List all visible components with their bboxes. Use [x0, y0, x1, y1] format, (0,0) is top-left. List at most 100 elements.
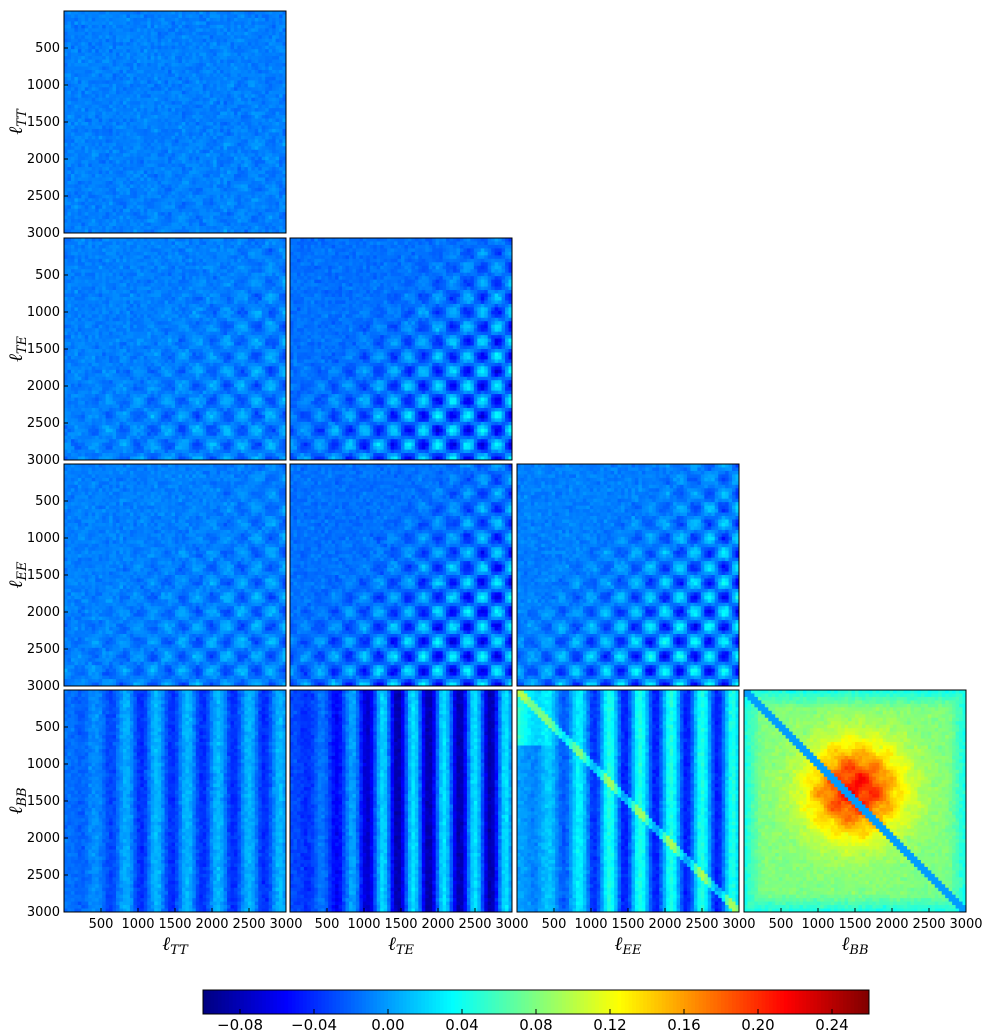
heatmap-cell — [185, 31, 190, 36]
heatmap-cell — [230, 122, 235, 126]
heatmap-cell — [192, 111, 197, 116]
heatmap-cell — [230, 42, 235, 47]
heatmap-cell — [119, 156, 124, 161]
heatmap-cell — [265, 69, 270, 74]
heatmap-cell — [70, 31, 75, 36]
heatmap-cell — [147, 66, 152, 71]
heatmap-cell — [109, 14, 113, 19]
heatmap-cell — [244, 17, 249, 22]
heatmap-cell — [272, 38, 276, 43]
heatmap-cell — [157, 229, 162, 234]
heatmap-cell — [220, 118, 224, 123]
heatmap-cell — [105, 222, 110, 227]
heatmap-cell — [91, 187, 96, 192]
heatmap-cell — [275, 104, 280, 109]
heatmap-cell — [161, 108, 165, 112]
heatmap-cell — [95, 241, 100, 246]
heatmap-cell — [143, 111, 148, 116]
heatmap-cell — [88, 238, 93, 242]
heatmap-cell — [282, 238, 287, 242]
heatmap-cell — [185, 66, 190, 71]
heatmap-cell — [282, 35, 287, 40]
heatmap-cell — [105, 73, 110, 78]
heatmap-cell — [164, 226, 169, 230]
heatmap-cell — [91, 167, 96, 171]
heatmap-cell — [282, 49, 287, 54]
heatmap-cell — [188, 132, 193, 137]
heatmap-cell — [282, 11, 287, 15]
heatmap-cell — [192, 66, 197, 71]
heatmap-cell — [202, 38, 207, 43]
heatmap-cell — [116, 24, 120, 29]
heatmap-cell — [233, 132, 238, 137]
heatmap-cell — [105, 132, 110, 137]
heatmap-cell — [209, 198, 214, 203]
heatmap-cell — [251, 128, 256, 133]
heatmap-cell — [164, 122, 169, 126]
heatmap-cell — [157, 56, 162, 60]
heatmap-cell — [220, 276, 224, 281]
heatmap-cell — [77, 248, 82, 253]
heatmap-cell — [168, 135, 172, 140]
heatmap-cell — [150, 272, 155, 277]
heatmap-cell — [251, 276, 256, 281]
heatmap-cell — [116, 156, 120, 161]
heatmap-cell — [122, 160, 127, 165]
heatmap-cell — [206, 276, 211, 281]
heatmap-cell — [67, 191, 72, 196]
heatmap-cell — [202, 222, 207, 227]
heatmap-cell — [70, 248, 75, 253]
heatmap-cell — [230, 66, 235, 71]
heatmap-cell — [126, 115, 131, 119]
heatmap-cell — [105, 219, 110, 223]
heatmap-cell — [216, 17, 221, 22]
heatmap-cell — [168, 205, 172, 210]
heatmap-cell — [171, 38, 176, 43]
heatmap-cell — [136, 97, 141, 102]
heatmap-cell — [282, 160, 287, 165]
heatmap-cell — [261, 187, 266, 192]
heatmap-cell — [279, 177, 283, 182]
heatmap-cell — [279, 56, 283, 60]
heatmap-cell — [265, 118, 270, 123]
heatmap-cell — [105, 269, 110, 274]
heatmap-cell — [140, 265, 145, 270]
heatmap-cell — [81, 42, 86, 47]
heatmap-cell — [64, 35, 68, 40]
heatmap-cell — [105, 177, 110, 182]
heatmap-cell — [157, 69, 162, 74]
heatmap-cell — [254, 276, 259, 281]
heatmap-cell — [74, 205, 79, 210]
heatmap-cell — [178, 31, 183, 36]
heatmap-cell — [171, 205, 176, 210]
heatmap-cell — [258, 35, 263, 40]
heatmap-cell — [122, 97, 127, 102]
heatmap-cell — [91, 111, 96, 116]
heatmap-cell — [105, 149, 110, 154]
heatmap-cell — [275, 238, 280, 242]
heatmap-cell — [206, 187, 211, 192]
heatmap-cell — [136, 49, 141, 54]
y-tick-label: 2500 — [27, 189, 60, 204]
heatmap-cell — [223, 241, 228, 246]
heatmap-cell — [126, 14, 131, 19]
heatmap-cell — [95, 201, 100, 206]
heatmap-cell — [192, 244, 197, 249]
heatmap-cell — [109, 241, 113, 246]
heatmap-cell — [129, 279, 134, 284]
heatmap-cell — [136, 191, 141, 196]
heatmap-cell — [112, 118, 117, 123]
heatmap-cell — [247, 229, 252, 234]
heatmap-cell — [206, 83, 211, 88]
heatmap-cell — [154, 128, 159, 133]
heatmap-cell — [223, 31, 228, 36]
heatmap-cell — [181, 229, 186, 234]
heatmap-cell — [143, 160, 148, 165]
heatmap-cell — [109, 111, 113, 116]
heatmap-cell — [95, 194, 100, 199]
heatmap-cell — [105, 163, 110, 168]
heatmap-cell — [126, 69, 131, 74]
heatmap-cell — [168, 219, 172, 223]
heatmap-cell — [199, 80, 204, 85]
heatmap-cell — [213, 11, 218, 15]
